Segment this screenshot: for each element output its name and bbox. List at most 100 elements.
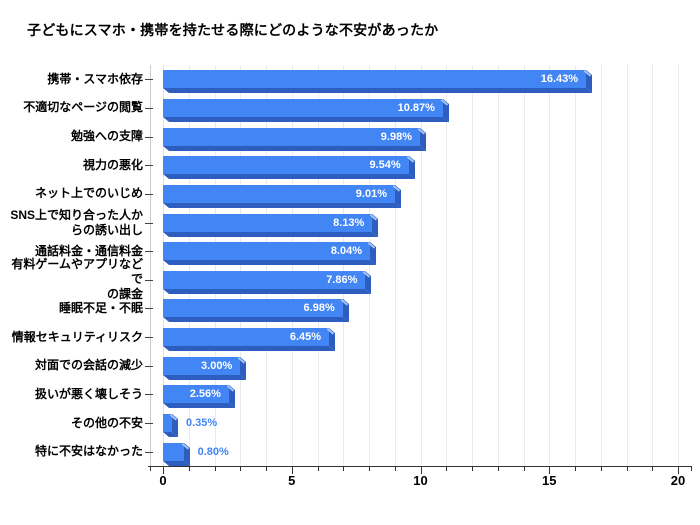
bar-bottom-face	[163, 317, 349, 323]
x-axis-tick-label: 5	[288, 473, 296, 488]
gridline	[317, 65, 319, 466]
x-axis-tick	[690, 467, 692, 471]
gridline	[394, 65, 396, 466]
x-axis-tick	[549, 467, 551, 474]
x-axis-tick	[343, 467, 345, 471]
category-label: 通話料金・通信料金	[34, 243, 143, 258]
gridline	[214, 65, 216, 466]
gridline	[678, 65, 679, 466]
x-axis-tick	[214, 467, 216, 471]
bar	[163, 299, 343, 318]
x-axis-tick	[150, 467, 152, 471]
x-axis-tick-label: 0	[159, 473, 167, 488]
bar-value-label: 8.13%	[333, 216, 365, 229]
gridline	[472, 65, 473, 466]
category-tick	[145, 394, 153, 396]
category-tick	[145, 136, 153, 138]
x-axis-tick-label: 15	[542, 473, 557, 488]
bar	[163, 242, 371, 261]
x-axis-tick	[369, 467, 370, 471]
category-tick	[145, 193, 153, 195]
gridline	[600, 65, 602, 466]
category-tick	[145, 279, 153, 281]
bar-value-label: 0.80%	[197, 445, 229, 458]
bar	[163, 442, 184, 461]
bar	[163, 414, 172, 433]
bar-bottom-face	[163, 231, 379, 237]
x-axis-tick	[626, 467, 628, 471]
gridline	[575, 65, 576, 466]
gridline	[446, 65, 448, 466]
category-label: 扱いが悪く壊しそう	[34, 386, 143, 401]
bar-bottom-face	[163, 145, 426, 151]
x-axis-tick	[188, 467, 190, 471]
bar-bottom-face	[163, 202, 402, 208]
category-tick	[145, 337, 153, 339]
gridline	[343, 65, 345, 466]
bar	[163, 127, 420, 146]
x-axis-tick	[446, 467, 448, 471]
category-label: その他の不安	[70, 415, 143, 430]
category-tick	[145, 165, 153, 167]
gridline	[652, 65, 654, 466]
bar	[163, 270, 366, 289]
x-axis-tick	[523, 467, 525, 471]
x-axis-tick	[420, 467, 422, 474]
category-label: ネット上でのいじめ	[34, 186, 143, 201]
x-axis-tick	[266, 467, 267, 471]
x-axis-tick-label: 10	[413, 473, 428, 488]
bar-value-label: 16.43%	[540, 73, 579, 86]
category-label: 勉強への支障	[70, 129, 143, 144]
x-axis-tick	[652, 467, 654, 471]
gridline	[188, 65, 190, 466]
category-tick	[145, 79, 153, 81]
category-tick	[145, 107, 153, 109]
gridline	[240, 65, 242, 466]
bar-bottom-face	[163, 174, 415, 180]
bar-value-label: 6.98%	[303, 302, 335, 315]
bar-bottom-face	[163, 116, 449, 122]
bar-bottom-face	[163, 288, 372, 294]
category-label: 情報セキュリティリスク	[11, 329, 143, 344]
bar-value-label: 9.98%	[380, 130, 412, 143]
x-axis-tick	[317, 467, 319, 471]
bar	[163, 385, 229, 404]
bar-value-label: 9.01%	[355, 187, 387, 200]
x-axis-tick	[472, 467, 473, 471]
x-axis-tick	[291, 467, 293, 474]
x-axis-tick	[600, 467, 602, 471]
category-label: SNS上で知り合った人か らの誘い出し	[10, 207, 143, 237]
chart-title: 子どもにスマホ・携帯を持たせる際にどのような不安があったか	[27, 22, 439, 38]
bar-bottom-face	[163, 374, 247, 380]
x-axis-tick	[575, 467, 576, 471]
bar-value-label: 0.35%	[186, 417, 218, 430]
x-axis-tick	[163, 467, 164, 474]
bar	[163, 184, 395, 203]
category-tick	[145, 423, 153, 425]
gridline	[497, 65, 499, 466]
bar-value-label: 8.04%	[330, 245, 363, 258]
gridline	[626, 65, 628, 466]
category-label: 携帯・スマホ依存	[47, 71, 143, 86]
gridline	[266, 65, 267, 466]
category-tick	[145, 251, 153, 253]
bar	[163, 356, 241, 375]
bar	[163, 213, 373, 232]
x-axis-tick-label: 20	[670, 473, 686, 488]
gridline	[163, 65, 164, 466]
category-label: 睡眠不足・不眠	[58, 300, 143, 315]
category-tick	[145, 222, 153, 224]
x-axis-tick	[394, 467, 396, 471]
bar	[163, 98, 443, 117]
category-label: 特に不安はなかった	[34, 444, 143, 459]
bar-value-label: 9.54%	[369, 159, 401, 172]
gridline	[420, 65, 422, 466]
category-tick	[145, 365, 153, 367]
bar-bottom-face	[163, 260, 377, 266]
x-axis-tick	[497, 467, 499, 471]
category-tick	[145, 308, 153, 310]
gridline	[523, 65, 525, 466]
bar-value-label: 6.45%	[289, 331, 322, 344]
gridline	[369, 65, 370, 466]
category-label: 視力の悪化	[82, 157, 143, 172]
